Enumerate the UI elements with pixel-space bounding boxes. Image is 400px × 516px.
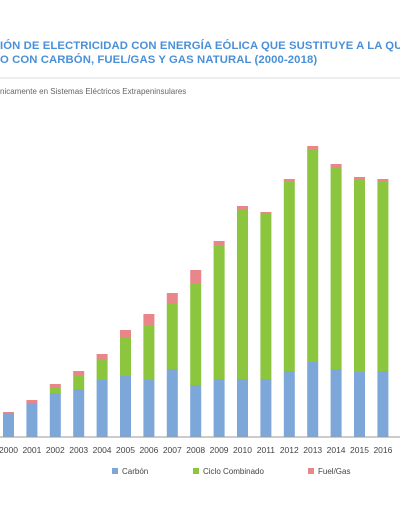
bar-2000-series-0 <box>3 413 14 437</box>
bar-2004-series-2 <box>96 354 108 359</box>
x-tick-label: 2013 <box>303 445 322 455</box>
x-tick-label: 2005 <box>116 445 135 455</box>
bar-2008-series-2 <box>190 270 202 283</box>
x-tick-label: 2002 <box>46 445 65 455</box>
bar-2003-series-1 <box>73 375 85 389</box>
bar-2016-series-2 <box>377 179 389 181</box>
x-tick-label: 2010 <box>233 445 252 455</box>
bar-2005-series-0 <box>120 376 131 437</box>
bar-2011-series-0 <box>260 379 272 437</box>
x-tick-label: 2015 <box>350 445 369 455</box>
x-tick-label: 2016 <box>373 445 392 455</box>
chart-subtitle: nicamente en Sistemas Eléctricos Extrape… <box>0 87 186 96</box>
bar-2004-series-1 <box>96 359 108 380</box>
bar-2006-series-0 <box>143 380 155 437</box>
x-tick-label: 2000 <box>0 445 18 455</box>
legend-label-1: Ciclo Combinado <box>203 467 264 476</box>
bar-2015-series-2 <box>354 177 365 180</box>
legend-label-2: Fuel/Gas <box>318 467 350 476</box>
x-tick-label: 2011 <box>257 445 276 455</box>
bar-2001-series-0 <box>26 403 38 437</box>
bar-2003-series-0 <box>73 389 85 437</box>
bar-2013-series-2 <box>307 146 319 149</box>
bar-2012-series-1 <box>283 181 295 371</box>
bar-2015-series-1 <box>354 180 365 372</box>
bar-2009-series-2 <box>213 241 225 245</box>
bar-2014-series-1 <box>330 167 342 369</box>
x-tick-label: 2014 <box>327 445 346 455</box>
bar-2014-series-0 <box>330 369 342 437</box>
bar-2014-series-2 <box>330 164 342 167</box>
bar-2002-series-0 <box>49 393 61 437</box>
legend-swatch-0 <box>112 468 118 474</box>
bar-2003-series-2 <box>73 371 85 375</box>
bar-2007-series-1 <box>166 303 178 369</box>
bar-2006-series-2 <box>143 314 155 325</box>
bar-2016-series-0 <box>377 371 389 437</box>
legend: Carbón Ciclo Combinado Fuel/Gas <box>112 467 350 476</box>
bar-2011-series-2 <box>260 212 272 214</box>
bar-2001-series-2 <box>26 400 38 403</box>
bar-2009-series-0 <box>213 379 225 437</box>
bar-2010-series-2 <box>237 206 248 210</box>
bar-2012-series-0 <box>283 371 295 437</box>
legend-swatch-2 <box>308 468 314 474</box>
bar-2015-series-0 <box>354 372 365 437</box>
bar-2007-series-2 <box>166 293 178 303</box>
legend-swatch-1 <box>193 468 199 474</box>
bar-2005-series-1 <box>120 338 131 376</box>
bar-2002-series-1 <box>49 387 61 393</box>
bar-2006-series-1 <box>143 325 155 380</box>
bar-2009-series-1 <box>213 245 225 379</box>
chart-title-line-2: O CON CARBÓN, FUEL/GAS Y GAS NATURAL (20… <box>0 53 317 66</box>
x-tick-label: 2007 <box>163 445 182 455</box>
legend-label-0: Carbón <box>122 467 148 476</box>
x-tick-label: 2008 <box>186 445 205 455</box>
x-tick-label: 2004 <box>93 445 112 455</box>
bar-2011-series-1 <box>260 214 272 379</box>
bar-2005-series-2 <box>120 330 131 338</box>
bar-2004-series-0 <box>96 380 108 437</box>
x-tick-label: 2012 <box>280 445 299 455</box>
bar-2008-series-1 <box>190 283 202 385</box>
bar-2008-series-0 <box>190 385 202 437</box>
bar-2002-series-2 <box>49 384 61 387</box>
bar-2016-series-1 <box>377 181 389 371</box>
x-tick-label: 2009 <box>210 445 229 455</box>
bar-2013-series-1 <box>307 149 319 362</box>
x-tick-labels: 2000 2001 2002 2003 2004 2005 2006 2007 2008 2009… <box>0 445 393 455</box>
bars-layer <box>3 146 389 437</box>
bar-2010-series-0 <box>237 379 248 437</box>
bar-2012-series-2 <box>283 179 295 181</box>
x-tick-label: 2001 <box>22 445 41 455</box>
bar-2000-series-2 <box>3 412 14 413</box>
bar-2007-series-0 <box>166 369 178 437</box>
chart-title-line-1: IÓN DE ELECTRICIDAD CON ENERGÍA EÓLICA Q… <box>0 39 400 52</box>
x-tick-label: 2006 <box>139 445 158 455</box>
x-tick-label: 2003 <box>69 445 88 455</box>
bar-2013-series-0 <box>307 362 319 437</box>
bar-2010-series-1 <box>237 210 248 379</box>
